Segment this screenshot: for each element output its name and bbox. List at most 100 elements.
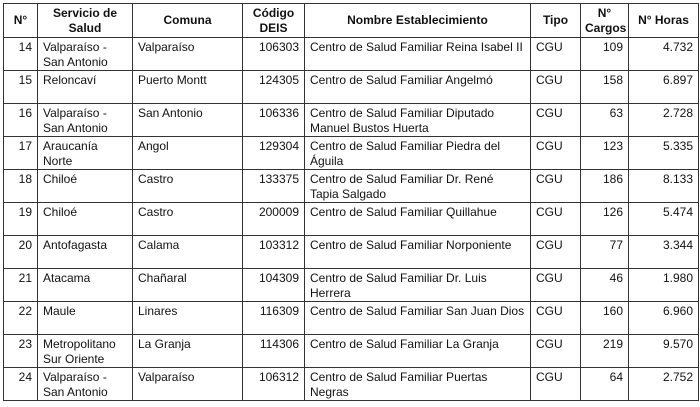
cell-codigo-deis: 116309 xyxy=(242,301,305,335)
cell-comuna: Puerto Montt xyxy=(132,70,243,104)
cell-n-cargos: 64 xyxy=(580,367,629,401)
table-row: 20 Antofagasta Calama 103312 Centro de Salud… xyxy=(3,235,699,269)
table-row: 21 Atacama Chañaral 104309 Centro de Salud F… xyxy=(3,268,699,302)
cell-servicio-de-salud: Chiloé xyxy=(37,169,133,203)
table-row: 18 Chiloé Castro 133375 Centro de Salud Fami… xyxy=(3,169,699,203)
cell-comuna: Castro xyxy=(132,169,243,203)
cell-n-horas: 2.728 xyxy=(628,103,699,137)
cell-number: 18 xyxy=(3,169,38,203)
header-codigo-deis: Código DEIS xyxy=(242,3,305,38)
cell-n-horas: 4.732 xyxy=(628,37,699,71)
cell-n-cargos: 126 xyxy=(580,202,629,236)
header-nombre-establecimiento: Nombre Establecimiento xyxy=(304,3,531,38)
cell-tipo: CGU xyxy=(530,301,581,335)
cell-comuna: Chañaral xyxy=(132,268,243,302)
cell-n-cargos: 123 xyxy=(580,136,629,170)
cell-comuna: Castro xyxy=(132,202,243,236)
cell-n-horas: 5.474 xyxy=(628,202,699,236)
table-row: 14 Valparaíso - San Antonio Valparaíso 1063… xyxy=(3,37,699,71)
cell-number: 19 xyxy=(3,202,38,236)
cell-servicio-de-salud: Reloncaví xyxy=(37,70,133,104)
cell-servicio-de-salud: Antofagasta xyxy=(37,235,133,269)
table-row: 17 Araucanía Norte Angol 129304 Centro de Sa… xyxy=(3,136,699,170)
cell-n-horas: 8.133 xyxy=(628,169,699,203)
cell-tipo: CGU xyxy=(530,37,581,71)
cell-tipo: CGU xyxy=(530,268,581,302)
header-n-cargos: N° Cargos xyxy=(580,3,629,38)
header-servicio-de-salud: Servicio de Salud xyxy=(37,3,133,38)
cell-servicio-de-salud: Chiloé xyxy=(37,202,133,236)
cell-codigo-deis: 124305 xyxy=(242,70,305,104)
cell-comuna: La Granja xyxy=(132,334,243,368)
cell-n-horas: 6.897 xyxy=(628,70,699,104)
cell-number: 21 xyxy=(3,268,38,302)
cell-n-cargos: 186 xyxy=(580,169,629,203)
cell-nombre-establecimiento: Centro de Salud Familiar Puertas Negras xyxy=(304,367,531,401)
cell-nombre-establecimiento: Centro de Salud Familiar San Juan Dios xyxy=(304,301,531,335)
cell-n-cargos: 63 xyxy=(580,103,629,137)
cell-servicio-de-salud: Araucanía Norte xyxy=(37,136,133,170)
cell-number: 23 xyxy=(3,334,38,368)
table-row: 24 Valparaíso - San Antonio Valparaíso 1063… xyxy=(3,367,699,401)
table-row: 15 Reloncaví Puerto Montt 124305 Centro de S… xyxy=(3,70,699,104)
cell-tipo: CGU xyxy=(530,202,581,236)
cell-nombre-establecimiento: Centro de Salud Familiar Reina Isabel II xyxy=(304,37,531,71)
cell-codigo-deis: 200009 xyxy=(242,202,305,236)
cell-n-cargos: 46 xyxy=(580,268,629,302)
table-row: 19 Chiloé Castro 200009 Centro de Salud Fami… xyxy=(3,202,699,236)
cell-n-cargos: 219 xyxy=(580,334,629,368)
cell-tipo: CGU xyxy=(530,235,581,269)
cell-number: 17 xyxy=(3,136,38,170)
cell-n-horas: 5.335 xyxy=(628,136,699,170)
cell-codigo-deis: 106312 xyxy=(242,367,305,401)
header-tipo: Tipo xyxy=(530,3,581,38)
cell-nombre-establecimiento: Centro de Salud Familiar Dr. René Tapia … xyxy=(304,169,531,203)
cell-codigo-deis: 129304 xyxy=(242,136,305,170)
cell-n-cargos: 77 xyxy=(580,235,629,269)
cell-number: 15 xyxy=(3,70,38,104)
cell-number: 16 xyxy=(3,103,38,137)
cell-comuna: Calama xyxy=(132,235,243,269)
cell-nombre-establecimiento: Centro de Salud Familiar Norponiente xyxy=(304,235,531,269)
cell-n-horas: 1.980 xyxy=(628,268,699,302)
cell-servicio-de-salud: Maule xyxy=(37,301,133,335)
establishments-table: N° Servicio de Salud Comuna Código DEIS Nomb… xyxy=(3,3,699,401)
cell-n-horas: 9.570 xyxy=(628,334,699,368)
cell-nombre-establecimiento: Centro de Salud Familiar Dr. Luis Herrer… xyxy=(304,268,531,302)
cell-servicio-de-salud: Metropolitano Sur Oriente xyxy=(37,334,133,368)
cell-n-cargos: 158 xyxy=(580,70,629,104)
cell-codigo-deis: 103312 xyxy=(242,235,305,269)
header-comuna: Comuna xyxy=(132,3,243,38)
cell-comuna: Linares xyxy=(132,301,243,335)
header-n-horas: N° Horas xyxy=(628,3,699,38)
cell-number: 24 xyxy=(3,367,38,401)
cell-n-cargos: 160 xyxy=(580,301,629,335)
cell-number: 14 xyxy=(3,37,38,71)
cell-comuna: San Antonio xyxy=(132,103,243,137)
cell-tipo: CGU xyxy=(530,169,581,203)
cell-codigo-deis: 133375 xyxy=(242,169,305,203)
cell-nombre-establecimiento: Centro de Salud Familiar Quillahue xyxy=(304,202,531,236)
cell-n-cargos: 109 xyxy=(580,37,629,71)
cell-codigo-deis: 114306 xyxy=(242,334,305,368)
cell-codigo-deis: 104309 xyxy=(242,268,305,302)
cell-servicio-de-salud: Valparaíso - San Antonio xyxy=(37,367,133,401)
cell-codigo-deis: 106336 xyxy=(242,103,305,137)
cell-number: 22 xyxy=(3,301,38,335)
cell-tipo: CGU xyxy=(530,367,581,401)
table-row: 23 Metropolitano Sur Oriente La Granja 1143… xyxy=(3,334,699,368)
cell-comuna: Angol xyxy=(132,136,243,170)
cell-servicio-de-salud: Atacama xyxy=(37,268,133,302)
cell-nombre-establecimiento: Centro de Salud Familiar Piedra del Águi… xyxy=(304,136,531,170)
cell-n-horas: 2.752 xyxy=(628,367,699,401)
cell-nombre-establecimiento: Centro de Salud Familiar Diputado Manuel… xyxy=(304,103,531,137)
cell-tipo: CGU xyxy=(530,136,581,170)
cell-tipo: CGU xyxy=(530,103,581,137)
cell-servicio-de-salud: Valparaíso - San Antonio xyxy=(37,37,133,71)
cell-comuna: Valparaíso xyxy=(132,367,243,401)
table-row: 22 Maule Linares 116309 Centro de Salud Fami… xyxy=(3,301,699,335)
cell-n-horas: 6.960 xyxy=(628,301,699,335)
cell-comuna: Valparaíso xyxy=(132,37,243,71)
cell-tipo: CGU xyxy=(530,334,581,368)
cell-nombre-establecimiento: Centro de Salud Familiar Angelmó xyxy=(304,70,531,104)
